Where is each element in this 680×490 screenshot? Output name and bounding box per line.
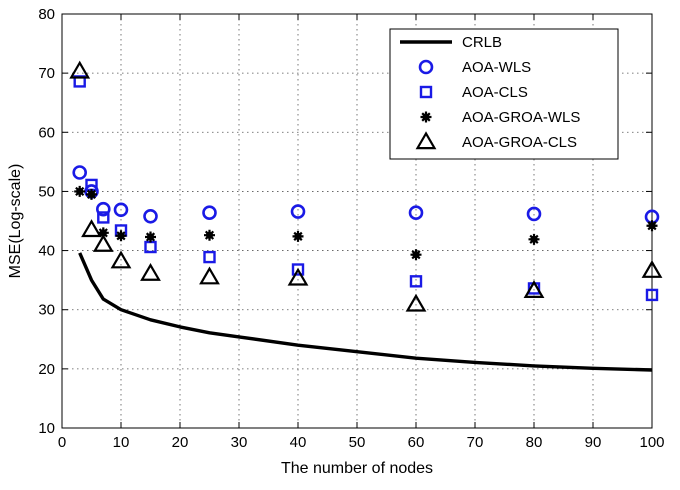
- y-tick-label: 50: [38, 183, 55, 200]
- y-tick-label: 40: [38, 243, 55, 260]
- data-point-aoa-wls: [202, 205, 217, 221]
- x-tick-label: 30: [231, 434, 248, 451]
- data-point-aoa-groa-cls: [641, 259, 663, 278]
- data-point-aoa-cls: [291, 263, 305, 276]
- legend-label: AOA-WLS: [462, 59, 531, 76]
- data-point-aoa-wls: [113, 202, 129, 218]
- y-tick-label: 30: [38, 302, 55, 319]
- data-point-aoa-groa-cls: [140, 262, 161, 281]
- x-tick-label: 90: [585, 434, 602, 451]
- legend-item-aoa-groa-wls: AOA-GROA-WLS: [420, 109, 580, 126]
- data-point-aoa-cls: [409, 275, 423, 288]
- x-tick-label: 60: [408, 434, 425, 451]
- data-point-aoa-groa-cls: [81, 219, 102, 238]
- data-point-aoa-groa-wls: [410, 249, 422, 261]
- data-point-aoa-groa-cls: [69, 60, 91, 79]
- x-tick-label: 50: [349, 434, 366, 451]
- data-point-aoa-groa-cls: [92, 233, 114, 252]
- legend-swatch-square: [419, 85, 433, 99]
- series-aoa-groa-wls: [74, 185, 658, 261]
- y-axis-title: MSE(Log-scale): [7, 164, 24, 279]
- series-layer: [69, 60, 663, 372]
- legend-item-aoa-groa-cls: AOA-GROA-CLS: [415, 131, 577, 151]
- x-tick-label: 10: [113, 434, 130, 451]
- data-point-aoa-groa-wls: [97, 227, 109, 239]
- data-point-aoa-groa-cls: [199, 266, 220, 285]
- y-tick-label: 80: [38, 6, 55, 23]
- legend-swatch-circle: [418, 59, 434, 75]
- legend-swatch-star: [420, 111, 432, 123]
- legend-label: AOA-GROA-WLS: [462, 109, 580, 126]
- series-crlb: [78, 252, 653, 372]
- legend-swatch-triangle: [415, 131, 437, 150]
- x-tick-label: 70: [467, 434, 484, 451]
- x-tick-label: 0: [58, 434, 66, 451]
- data-point-aoa-groa-wls: [528, 233, 540, 245]
- y-tick-label: 60: [38, 124, 55, 141]
- data-point-aoa-cls: [645, 288, 659, 302]
- y-tick-label: 10: [38, 420, 55, 437]
- y-tick-label: 70: [38, 65, 55, 82]
- series-line-crlb: [78, 252, 653, 372]
- data-point-aoa-groa-cls: [110, 250, 132, 269]
- data-point-aoa-groa-wls: [646, 220, 658, 232]
- data-point-aoa-wls: [143, 208, 158, 224]
- x-tick-label: 100: [639, 434, 664, 451]
- x-tick-label: 40: [290, 434, 307, 451]
- data-point-aoa-groa-wls: [74, 185, 86, 197]
- y-tick-label: 20: [38, 361, 55, 378]
- x-tick-label: 20: [172, 434, 189, 451]
- data-point-aoa-groa-wls: [86, 188, 97, 200]
- legend-label: CRLB: [462, 34, 502, 51]
- data-point-aoa-wls: [526, 206, 542, 222]
- data-point-aoa-cls: [203, 250, 216, 264]
- x-tick-label: 80: [526, 434, 543, 451]
- legend-label: AOA-GROA-CLS: [462, 134, 577, 151]
- data-point-aoa-cls: [97, 211, 110, 224]
- data-point-aoa-groa-cls: [287, 267, 309, 286]
- data-point-aoa-wls: [96, 201, 111, 217]
- legend-label: AOA-CLS: [462, 84, 528, 101]
- legend-item-crlb: CRLB: [400, 34, 502, 51]
- x-axis-title: The number of nodes: [281, 460, 433, 477]
- data-point-aoa-groa-cls: [405, 293, 427, 312]
- data-point-aoa-groa-wls: [204, 229, 215, 241]
- legend: CRLB AOA-WLS AOA-CLS AOA-GROA-WLS AOA-GROA-C…: [389, 28, 619, 160]
- legend-item-aoa-wls: AOA-WLS: [418, 59, 531, 76]
- series-aoa-groa-cls: [69, 60, 663, 312]
- data-point-aoa-groa-wls: [145, 231, 156, 243]
- legend-item-aoa-cls: AOA-CLS: [419, 84, 528, 101]
- data-point-aoa-wls: [72, 165, 87, 180]
- series-aoa-wls: [72, 165, 660, 225]
- data-point-aoa-wls: [408, 205, 424, 221]
- data-point-aoa-groa-wls: [115, 230, 127, 242]
- grid-lines: [62, 14, 652, 428]
- data-point-aoa-wls: [290, 204, 306, 219]
- data-point-aoa-groa-wls: [292, 230, 304, 242]
- data-point-aoa-groa-cls: [523, 280, 545, 299]
